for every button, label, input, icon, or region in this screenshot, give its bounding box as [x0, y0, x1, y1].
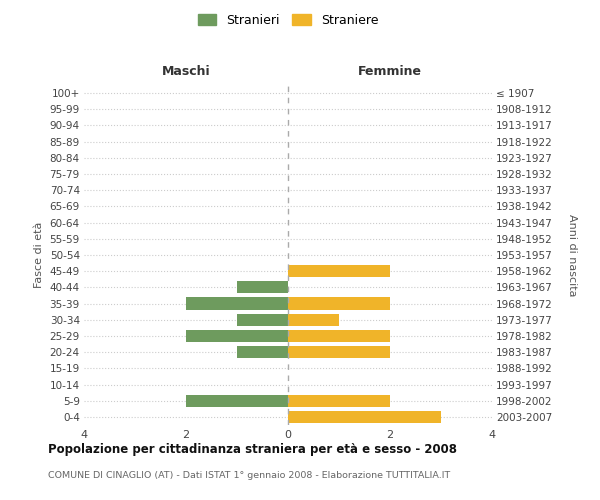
- Bar: [186, 330, 288, 342]
- Y-axis label: Fasce di età: Fasce di età: [34, 222, 44, 288]
- Text: Femmine: Femmine: [358, 65, 422, 78]
- Text: COMUNE DI CINAGLIO (AT) - Dati ISTAT 1° gennaio 2008 - Elaborazione TUTTITALIA.I: COMUNE DI CINAGLIO (AT) - Dati ISTAT 1° …: [48, 471, 450, 480]
- Bar: [288, 394, 390, 407]
- Bar: [237, 314, 288, 326]
- Bar: [186, 298, 288, 310]
- Legend: Stranieri, Straniere: Stranieri, Straniere: [193, 8, 383, 32]
- Y-axis label: Anni di nascita: Anni di nascita: [567, 214, 577, 296]
- Bar: [288, 411, 441, 423]
- Bar: [288, 346, 390, 358]
- Bar: [288, 298, 390, 310]
- Text: Popolazione per cittadinanza straniera per età e sesso - 2008: Popolazione per cittadinanza straniera p…: [48, 442, 457, 456]
- Bar: [288, 314, 339, 326]
- Text: Maschi: Maschi: [161, 65, 211, 78]
- Bar: [237, 346, 288, 358]
- Bar: [237, 282, 288, 294]
- Bar: [288, 265, 390, 278]
- Bar: [186, 394, 288, 407]
- Bar: [288, 330, 390, 342]
